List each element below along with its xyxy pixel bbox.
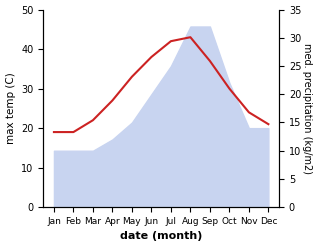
Y-axis label: max temp (C): max temp (C): [5, 72, 16, 144]
X-axis label: date (month): date (month): [120, 231, 202, 242]
Y-axis label: med. precipitation (kg/m2): med. precipitation (kg/m2): [302, 43, 313, 174]
